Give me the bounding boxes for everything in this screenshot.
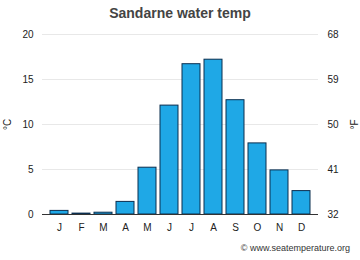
svg-text:41: 41 [328,164,340,175]
svg-text:A: A [122,222,129,233]
svg-text:F: F [78,222,84,233]
svg-text:68: 68 [328,29,340,40]
svg-text:O: O [254,222,262,233]
svg-text:20: 20 [22,29,34,40]
svg-text:5: 5 [28,164,34,175]
svg-text:M: M [143,222,151,233]
svg-text:32: 32 [328,209,340,220]
svg-text:°C: °C [2,119,13,130]
svg-text:N: N [276,222,283,233]
svg-text:S: S [232,222,239,233]
svg-text:A: A [210,222,217,233]
svg-text:59: 59 [328,74,340,85]
svg-text:D: D [298,222,305,233]
svg-text:J: J [167,222,172,233]
html-text:© www.seatemperature.org: © www.seatemperature.org [240,243,350,253]
svg-text:°F: °F [349,119,360,129]
svg-text:15: 15 [22,74,34,85]
svg-text:J: J [189,222,194,233]
svg-text:10: 10 [22,119,34,130]
svg-text:0: 0 [28,209,34,220]
svg-text:M: M [99,222,107,233]
svg-text:J: J [57,222,62,233]
svg-text:50: 50 [328,119,340,130]
html-text:Sandarne water temp: Sandarne water temp [109,5,251,21]
